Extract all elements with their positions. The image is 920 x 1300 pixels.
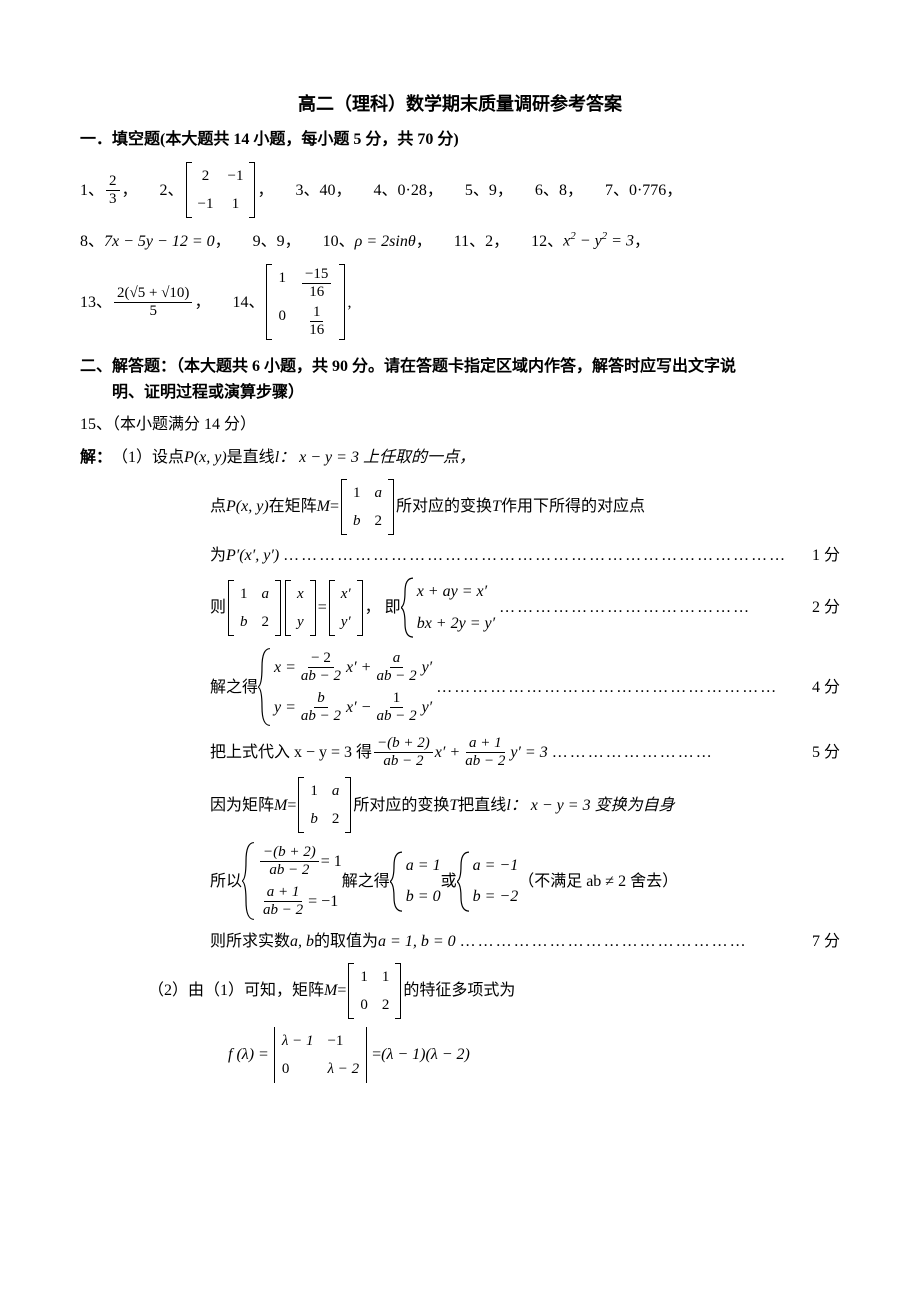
sol-line-6: 把上式代入 x − y = 3 得 −(b + 2)ab − 2 x′ + a … — [80, 735, 840, 769]
sol-line-1: 解： （1）设点 P (x, y) 是直线 l ： x − y = 3 上任取的… — [80, 445, 840, 471]
answers-row-3: 13、 2(√5 + √10) 5 ， 14、 1 −1516 0 116 , — [80, 264, 840, 340]
sol-line-8: 所以 −(b + 2)ab − 2 = 1 a + 1ab − 2 = −1 解… — [80, 841, 840, 921]
score-7: 7 分 — [804, 929, 840, 955]
sol-line-4: 则 1a b2 xy = x′y′ ， 即 x + ay = x′ bx + 2… — [80, 576, 840, 639]
answer-2-matrix: 2 −1 −1 1 — [186, 162, 256, 218]
solution-block: 解： （1）设点 P (x, y) 是直线 l ： x − y = 3 上任取的… — [80, 445, 840, 1083]
answer-11: 11、2， — [454, 229, 509, 255]
question-15-label: 15、（本小题满分 14 分） — [80, 412, 840, 438]
answer-8: 8、7x − 5y − 12 = 0， — [80, 229, 231, 255]
sol-line-10: （2）由（1）可知，矩阵 M = 11 02 的特征多项式为 — [80, 963, 840, 1019]
answer-2: 2、 2 −1 −1 1 ， — [160, 162, 274, 218]
answer-7: 7、0·776， — [605, 178, 682, 204]
sol-line-11: f (λ) = λ − 1−1 0λ − 2 = (λ − 1)(λ − 2) — [80, 1027, 840, 1083]
answers-row-1: 1、 2 3 ， 2、 2 −1 −1 1 ， 3、40， 4、0·28， 5、… — [80, 162, 840, 218]
section1-header: 一．填空题(本大题共 14 小题，每小题 5 分，共 70 分) — [80, 127, 840, 153]
answer-13-fraction: 2(√5 + √10) 5 — [114, 285, 192, 319]
answer-14-matrix: 1 −1516 0 116 — [266, 264, 345, 340]
answer-9: 9、9， — [253, 229, 301, 255]
answer-12: 12、 x2 − y2 = 3 ， — [531, 228, 650, 254]
answer-2-label: 2、 — [160, 178, 184, 204]
sol-line-7: 因为矩阵 M = 1a b2 所对应的变换 T 把直线 l ： x − y = … — [80, 777, 840, 833]
answer-13: 13、 2(√5 + √10) 5 ， — [80, 285, 210, 319]
sol-line-5: 解之得 x = − 2ab − 2 x′ + aab − 2 y′ y = ba… — [80, 647, 840, 727]
section2-sub: 明、证明过程或演算步骤） — [80, 380, 840, 406]
answer-1-label: 1、 — [80, 178, 104, 204]
score-2: 2 分 — [804, 595, 840, 621]
page-title: 高二（理科）数学期末质量调研参考答案 — [80, 90, 840, 119]
answers-row-2: 8、7x − 5y − 12 = 0， 9、9， 10、ρ = 2sinθ， 1… — [80, 228, 840, 254]
answer-5: 5、9， — [465, 178, 513, 204]
answer-10: 10、ρ = 2sinθ， — [323, 229, 432, 255]
sol-line-2: 点 P (x, y) 在矩阵 M = 1a b2 所对应的变换 T 作用下所得的… — [80, 479, 840, 535]
answer-3: 3、40， — [296, 178, 352, 204]
determinant: λ − 1−1 0λ − 2 — [271, 1027, 370, 1083]
answer-1-fraction: 2 3 — [106, 173, 120, 207]
sol-line-3: 为 P′ (x′, y′) ……………………………………………………………………… — [80, 543, 840, 569]
answer-4: 4、0·28， — [374, 178, 443, 204]
answer-1: 1、 2 3 ， — [80, 173, 138, 207]
score-4: 4 分 — [804, 675, 840, 701]
score-1: 1 分 — [804, 543, 840, 569]
answer-6: 6、8， — [535, 178, 583, 204]
sol-line-9: 则所求实数 a, b 的取值为 a = 1, b = 0 ……………………………… — [80, 929, 840, 955]
answer-14: 14、 1 −1516 0 116 , — [232, 264, 351, 340]
score-5: 5 分 — [804, 740, 840, 766]
section2-header: 二、解答题：（本大题共 6 小题，共 90 分。请在答题卡指定区域内作答，解答时… — [80, 354, 840, 380]
